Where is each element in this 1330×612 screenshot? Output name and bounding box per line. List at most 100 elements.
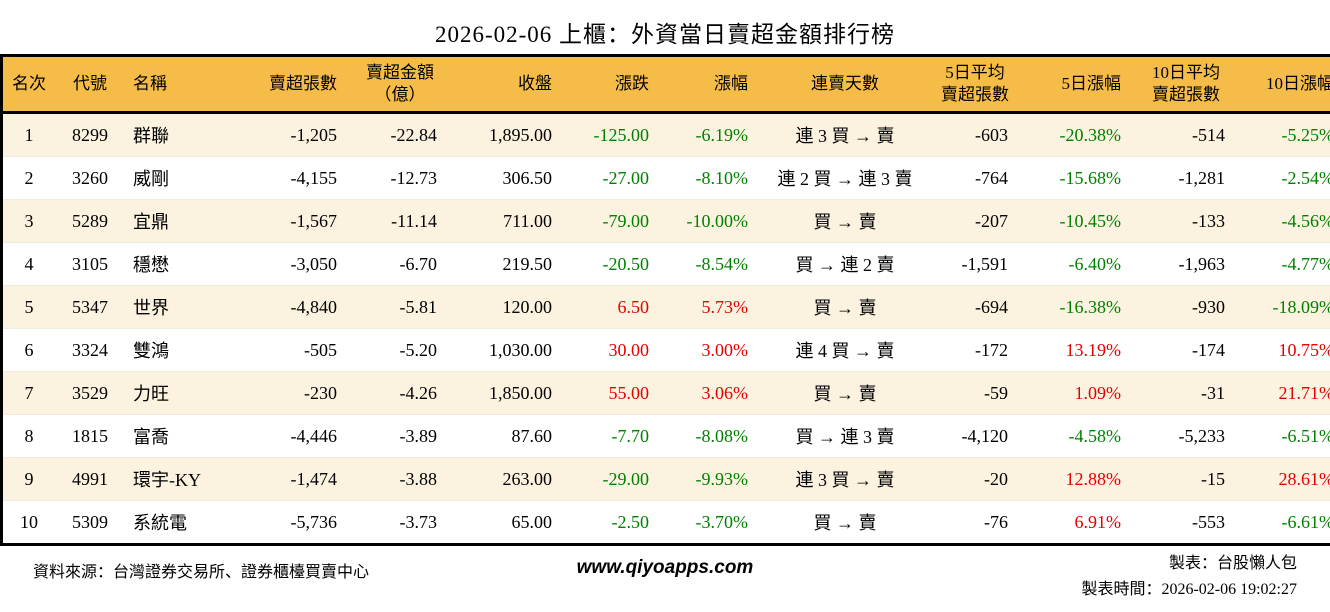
avg5-net-sell-cell: -207 (929, 199, 1021, 243)
price-change-cell: -20.50 (565, 242, 662, 286)
change5d-percent-cell: 6.91% (1021, 500, 1134, 545)
made-by-label: 製表：台股懶人包 (1168, 555, 1297, 572)
column-header-avg5: 5日平均 賣超張數 (929, 55, 1021, 114)
change10d-percent-cell: -6.61% (1238, 500, 1330, 545)
rank-cell: 5 (1, 285, 55, 329)
column-header-pct5: 5日漲幅 (1021, 55, 1134, 114)
buy-sell-streak-cell: 連 3 買 → 賣 (795, 126, 895, 146)
avg5-net-sell-cell: -20 (929, 457, 1021, 501)
ranking-table: 名次 代號 名稱 賣超張數 賣超金額 （億） 收盤 漲跌 漲幅 連賣天數 5日平均 賣超張數 5日漲… (0, 54, 1330, 546)
buy-sell-streak-cell: 買 → 賣 (761, 199, 929, 243)
table-row: 3 5289 宜鼎 -1,567 -11.14 711.00 -79.00 -1… (1, 199, 1330, 243)
net-sell-amount-cell: -3.73 (350, 500, 450, 545)
stock-code-cell: 3260 (55, 156, 125, 200)
column-header-code: 代號 (55, 55, 125, 114)
buy-sell-streak-cell: 買 → 連 3 賣 (761, 414, 929, 458)
column-header-streak: 連賣天數 (761, 55, 929, 114)
stock-code-cell: 3324 (55, 328, 125, 372)
buy-sell-streak-cell: 連 4 買 → 賣 (761, 328, 929, 372)
stock-name-cell: 環宇-KY (125, 457, 241, 501)
stock-code-cell: 5347 (55, 285, 125, 329)
change10d-percent-cell: 28.61% (1238, 457, 1330, 501)
column-header-change: 漲跌 (565, 55, 662, 114)
change10d-percent-cell: -5.25% (1281, 124, 1330, 145)
close-price-cell: 711.00 (450, 199, 565, 243)
net-sell-amount-cell: -12.73 (350, 156, 450, 200)
net-sell-shares-cell: -4,840 (241, 285, 350, 329)
stock-name-cell: 宜鼎 (125, 199, 241, 243)
net-sell-amount-cell: -3.88 (350, 457, 450, 501)
price-change-cell: 55.00 (565, 371, 662, 415)
close-price-cell: 1,895.00 (489, 124, 552, 145)
stock-name-cell: 系統電 (125, 500, 241, 545)
stock-name-cell: 富喬 (125, 414, 241, 458)
stock-code-cell: 5289 (55, 199, 125, 243)
column-header-sell_amount: 賣超金額 （億） (350, 55, 450, 114)
net-sell-shares-cell: -4,155 (241, 156, 350, 200)
table-row: 4 3105 穩懋 -3,050 -6.70 219.50 -20.50 -8.… (1, 242, 1330, 286)
change-percent-cell: 3.06% (662, 371, 761, 415)
price-change-cell: -79.00 (565, 199, 662, 243)
net-sell-amount-cell: -4.26 (350, 371, 450, 415)
avg5-net-sell-cell: -76 (929, 500, 1021, 545)
table-row: 5 5347 世界 -4,840 -5.81 120.00 6.50 5.73%… (1, 285, 1330, 329)
change5d-percent-cell: 1.09% (1021, 371, 1134, 415)
avg5-net-sell-cell: -1,591 (929, 242, 1021, 286)
net-sell-amount-cell: -6.70 (350, 242, 450, 286)
close-price-cell: 1,850.00 (450, 371, 565, 415)
table-row: 2 3260 威剛 -4,155 -12.73 306.50 -27.00 -8… (1, 156, 1330, 200)
avg10-net-sell-cell: -1,281 (1134, 156, 1238, 200)
rank-cell: 8 (1, 414, 55, 458)
change5d-percent-cell: -20.38% (1059, 124, 1122, 145)
stock-code-cell: 4991 (55, 457, 125, 501)
avg5-net-sell-cell: -694 (929, 285, 1021, 329)
avg5-net-sell-cell: -4,120 (929, 414, 1021, 458)
table-row: 8 1815 富喬 -4,446 -3.89 87.60 -7.70 -8.08… (1, 414, 1330, 458)
close-price-cell: 263.00 (450, 457, 565, 501)
avg10-net-sell-cell: -174 (1134, 328, 1238, 372)
change10d-percent-cell: -18.09% (1238, 285, 1330, 329)
change10d-percent-cell: -6.51% (1238, 414, 1330, 458)
avg10-net-sell-cell: -31 (1134, 371, 1238, 415)
column-header-change_pct: 漲幅 (662, 55, 761, 114)
avg10-net-sell-cell: -15 (1134, 457, 1238, 501)
buy-sell-streak-cell: 買 → 連 2 賣 (761, 242, 929, 286)
change-percent-cell: 3.00% (662, 328, 761, 372)
avg10-net-sell-cell: -133 (1134, 199, 1238, 243)
change5d-percent-cell: -16.38% (1021, 285, 1134, 329)
footer: 資料來源：台灣證券交易所、證券櫃檯買賣中心 www.qiyoapps.com 製… (33, 550, 1297, 604)
net-sell-shares-cell: -505 (241, 328, 350, 372)
stock-name-cell: 穩懋 (125, 242, 241, 286)
price-change-cell: -27.00 (565, 156, 662, 200)
change-percent-cell: -3.70% (662, 500, 761, 545)
rank-cell: 9 (1, 457, 55, 501)
stock-name-cell: 雙鴻 (125, 328, 241, 372)
net-sell-amount-cell: -22.84 (390, 124, 438, 145)
stock-code-cell: 3105 (55, 242, 125, 286)
avg5-net-sell-cell: -59 (929, 371, 1021, 415)
table-row: 9 4991 環宇-KY -1,474 -3.88 263.00 -29.00 … (1, 457, 1330, 501)
change5d-percent-cell: -10.45% (1021, 199, 1134, 243)
column-header-pct10: 10日漲幅 (1238, 55, 1330, 114)
stock-code-cell: 3529 (55, 371, 125, 415)
close-price-cell: 65.00 (450, 500, 565, 545)
stock-name-cell: 力旺 (125, 371, 241, 415)
stock-code-cell: 8299 (72, 124, 108, 145)
rank-cell: 1 (24, 124, 34, 145)
change-percent-cell: -8.54% (662, 242, 761, 286)
stock-code-cell: 1815 (55, 414, 125, 458)
stock-name-cell: 世界 (125, 285, 241, 329)
change10d-percent-cell: 21.71% (1238, 371, 1330, 415)
price-change-cell: -2.50 (565, 500, 662, 545)
change5d-percent-cell: -6.40% (1021, 242, 1134, 286)
stock-name-cell: 威剛 (125, 156, 241, 200)
net-sell-shares-cell: -1,567 (241, 199, 350, 243)
column-header-sell_shares: 賣超張數 (241, 55, 350, 114)
net-sell-shares-cell: -4,446 (241, 414, 350, 458)
rank-cell: 4 (1, 242, 55, 286)
net-sell-shares-cell: -3,050 (241, 242, 350, 286)
change5d-percent-cell: -15.68% (1021, 156, 1134, 200)
net-sell-shares-cell: -230 (241, 371, 350, 415)
table-row: 1 8299 群聯 -1,205 -22.84 1,895.00 -125.00… (1, 112, 1330, 157)
change10d-percent-cell: -2.54% (1238, 156, 1330, 200)
